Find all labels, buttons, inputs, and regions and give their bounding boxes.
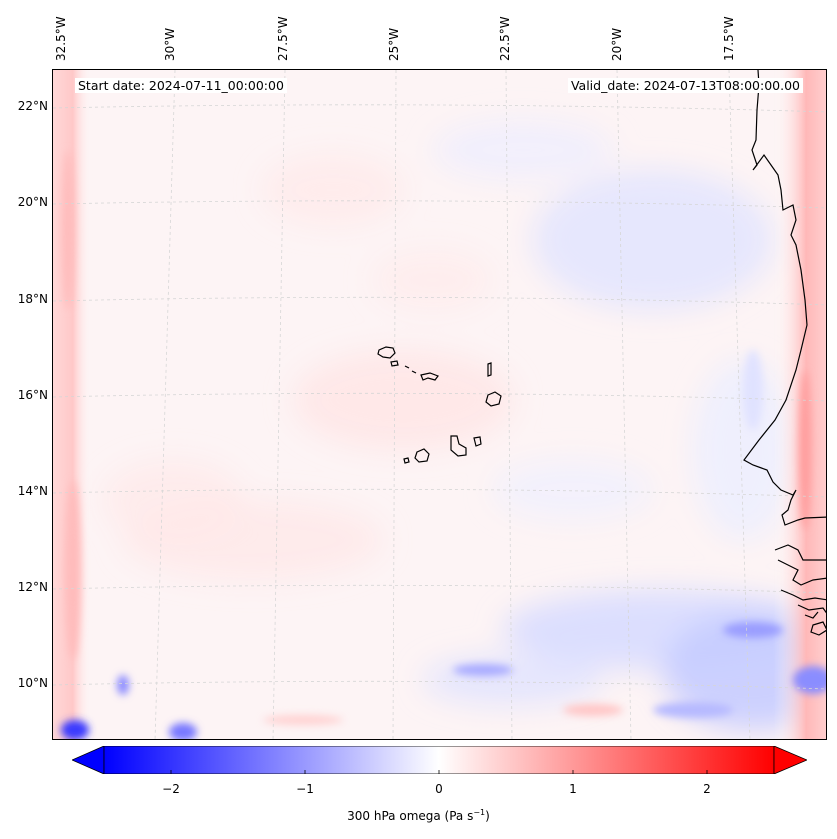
omega-field-map: [53, 70, 826, 739]
coast-bijagos: [797, 604, 826, 614]
right-boundary-band: [773, 70, 826, 739]
meridian-22-5w: [505, 70, 513, 739]
colorbar-title: 300 hPa omega (Pa s−1): [0, 808, 837, 823]
colorbar-tick-label: 1: [569, 782, 577, 796]
parallel-18n: [53, 296, 826, 306]
parallel-20n: [53, 200, 826, 209]
parallel-14n: [53, 488, 826, 498]
valid-date-title: Valid_date: 2024-07-13T08:00:00.00: [567, 78, 803, 93]
lon-label-27-5w: 27.5°W: [276, 16, 290, 61]
lat-label-16n: 16°N: [17, 388, 48, 402]
island-santiago: [450, 435, 467, 457]
colorbar-tick-label: −2: [162, 782, 180, 796]
lat-label-18n: 18°N: [17, 292, 48, 306]
lat-label-22n: 22°N: [17, 99, 48, 113]
coast-casamance: [777, 559, 826, 586]
map-panel[interactable]: [52, 69, 827, 740]
island-boa-vista: [485, 391, 502, 407]
island-sal: [487, 362, 492, 377]
lon-label-25w: 25°W: [387, 27, 401, 61]
meridian-20w: [616, 70, 632, 739]
colorbar-gradient: [103, 746, 775, 774]
parallel-10n: [53, 680, 826, 690]
colorbar-tick-label: −1: [296, 782, 314, 796]
colorbar-min-extend: [72, 746, 105, 774]
lat-label-10n: 10°N: [17, 676, 48, 690]
meridian-17-5w: [728, 70, 751, 739]
island-sao-nicolau: [420, 372, 439, 381]
island-raso: [411, 370, 417, 374]
african-coastline: [743, 70, 826, 636]
cape-verde-islands: [377, 346, 502, 464]
island-maio: [473, 436, 482, 447]
island-santo-antao: [377, 346, 396, 359]
meridian-27-5w: [272, 70, 286, 739]
islet-2: [810, 621, 826, 636]
meridian-30w: [154, 70, 176, 739]
island-fogo: [414, 448, 430, 463]
colorbar-title-exponent: −1: [473, 808, 486, 817]
islet-1: [804, 611, 819, 619]
parallel-16n: [53, 392, 826, 402]
parallel-12n: [53, 584, 826, 594]
coast-guinea-bissau: [780, 589, 826, 601]
colorbar-tick-marks: [170, 770, 708, 774]
colorbar-title-main: 300 hPa omega (Pa s: [347, 809, 474, 823]
lat-label-12n: 12°N: [17, 580, 48, 594]
meridian-25w: [392, 70, 397, 739]
field-small-features: [61, 150, 826, 739]
colorbar-tick-label: 0: [435, 782, 443, 796]
lat-label-20n: 20°N: [17, 195, 48, 209]
lon-label-20w: 20°W: [610, 27, 624, 61]
lon-label-22-5w: 22.5°W: [498, 16, 512, 61]
island-santa-luzia: [404, 365, 410, 369]
lat-label-14n: 14°N: [17, 484, 48, 498]
lon-label-32-5w: 32.5°W: [54, 16, 68, 61]
island-brava: [403, 457, 410, 464]
colorbar-title-end: ): [485, 809, 490, 823]
colorbar-max-extend: [773, 746, 807, 774]
coast-gambia: [774, 544, 826, 561]
coast-senegal-mauritania: [743, 70, 826, 526]
parallel-22n: [53, 104, 826, 113]
colorbar: [72, 746, 807, 774]
start-date-title: Start date: 2024-07-11_00:00:00: [75, 78, 287, 93]
island-sao-vicente: [390, 360, 399, 367]
lon-label-30w: 30°W: [163, 27, 177, 61]
lon-label-17-5w: 17.5°W: [722, 16, 736, 61]
colorbar-tick-label: 2: [703, 782, 711, 796]
graticule: [53, 70, 826, 739]
